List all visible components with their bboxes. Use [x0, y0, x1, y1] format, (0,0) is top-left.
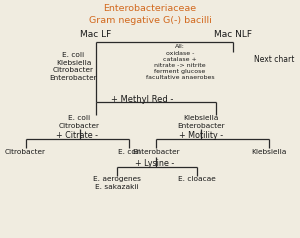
Text: Mac NLF: Mac NLF: [214, 30, 251, 39]
Text: Klebsiella
Enterobacter: Klebsiella Enterobacter: [177, 115, 225, 129]
Text: All:
oxidase -
catalase +
nitrate -> nitrite
ferment glucose
facultative anaerob: All: oxidase - catalase + nitrate -> nit…: [146, 44, 214, 80]
Text: + Citrate -: + Citrate -: [56, 131, 98, 140]
Text: Citrobacter: Citrobacter: [5, 149, 46, 155]
Text: Enterobacter: Enterobacter: [132, 149, 180, 155]
Text: Mac LF: Mac LF: [80, 30, 112, 39]
Text: + Lysine -: + Lysine -: [135, 159, 174, 168]
Text: + Motility -: + Motility -: [179, 131, 223, 140]
Text: E. coli
Citrobacter: E. coli Citrobacter: [59, 115, 100, 129]
Text: Gram negative G(-) bacilli: Gram negative G(-) bacilli: [88, 16, 212, 25]
Text: E. aerogenes
E. sakazakii: E. aerogenes E. sakazakii: [93, 176, 141, 189]
Text: E. coli: E. coli: [118, 149, 140, 155]
Text: Klebsiella: Klebsiella: [251, 149, 286, 155]
Text: Enterobacteriaceae: Enterobacteriaceae: [103, 4, 196, 13]
Text: Next chart: Next chart: [254, 55, 295, 64]
Text: E. cloacae: E. cloacae: [178, 176, 215, 182]
Text: + Methyl Red -: + Methyl Red -: [111, 95, 174, 104]
Text: E. coli
Klebsiella
Citrobacter
Enterobacter: E. coli Klebsiella Citrobacter Enterobac…: [50, 52, 97, 81]
